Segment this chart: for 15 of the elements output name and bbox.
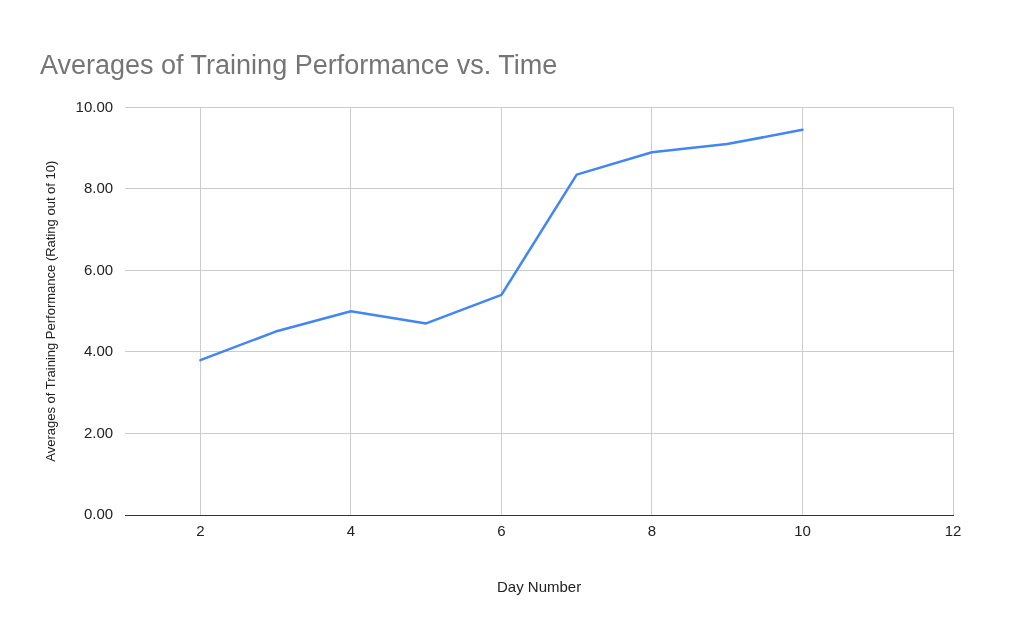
x-tick-label: 4: [346, 522, 356, 540]
y-tick-label: 2.00: [83, 423, 114, 441]
x-axis-title: Day Number: [496, 578, 582, 596]
x-tick-label: 10: [794, 522, 811, 540]
y-tick-label: 10.00: [75, 97, 114, 115]
y-tick-label: 0.00: [83, 505, 114, 523]
chart-title: Averages of Training Performance vs. Time: [40, 49, 558, 80]
y-axis-title: Averages of Training Performance (Rating out of 10): [43, 160, 59, 462]
x-tick-label: 12: [944, 522, 962, 540]
x-tick-label: 8: [647, 522, 657, 540]
x-tick-label: 2: [196, 522, 205, 540]
y-tick-label: 4.00: [83, 342, 114, 360]
y-tick-label: 8.00: [83, 179, 114, 197]
y-tick-label: 6.00: [83, 260, 114, 278]
x-tick-label: 6: [497, 522, 506, 540]
